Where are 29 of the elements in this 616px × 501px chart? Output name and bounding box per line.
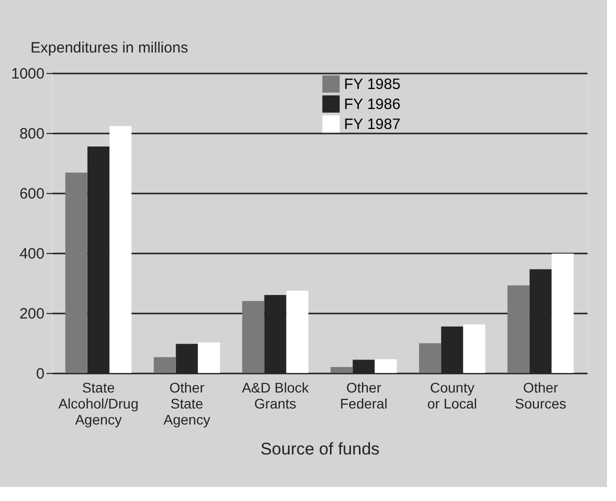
x-tick-label: Other State Agency [164, 380, 210, 428]
y-axis-title: Expenditures in millions [30, 40, 188, 56]
bar [154, 357, 176, 373]
x-tick-label: State Alcohol/Drug Agency [58, 380, 139, 428]
y-tick-label: 400 [19, 246, 44, 262]
bar [330, 367, 353, 373]
x-tick-label: A&D Block Grants [242, 380, 310, 412]
x-axis-title: Source of funds [260, 440, 380, 458]
y-tick-label: 600 [19, 186, 44, 202]
x-tick-label: Other Federal [340, 380, 388, 412]
bar [110, 126, 132, 373]
legend-label: FY 1986 [344, 96, 400, 113]
bar [463, 324, 486, 373]
x-tick-label: Other Sources [514, 380, 566, 412]
bar [65, 172, 88, 373]
legend-label: FY 1987 [344, 116, 400, 133]
y-tick-label: 1000 [11, 66, 44, 82]
y-tick-label: 200 [19, 306, 44, 322]
bar [419, 343, 442, 373]
bar [198, 342, 220, 373]
bar [507, 285, 530, 373]
y-tick-label: 0 [36, 366, 44, 382]
bar [552, 254, 574, 373]
bar [242, 301, 264, 373]
x-tick-label: County or Local [427, 380, 478, 412]
bar [286, 290, 308, 373]
y-tick-label: 800 [19, 126, 44, 142]
bar [374, 359, 397, 373]
legend-label: FY 1985 [344, 76, 400, 93]
